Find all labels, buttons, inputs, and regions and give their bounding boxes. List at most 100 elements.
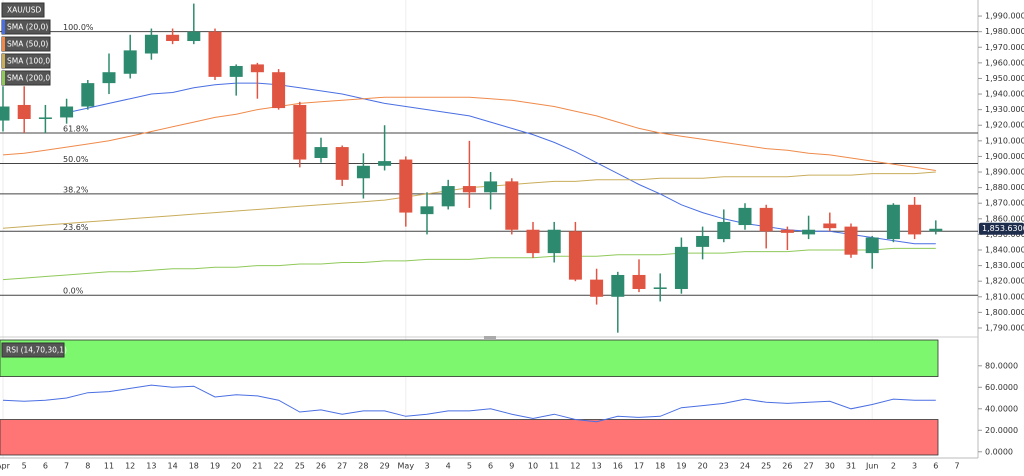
x-tick-label: 12 bbox=[570, 462, 580, 471]
x-tick-label: 8 bbox=[85, 462, 90, 471]
legend-label: SMA (200,0) bbox=[7, 74, 53, 83]
legend-swatch bbox=[2, 37, 5, 51]
y-tick-label: 0.0000 bbox=[985, 447, 1013, 456]
overbought-zone bbox=[0, 339, 939, 377]
legend-label: SMA (50,0) bbox=[7, 40, 48, 49]
x-tick-label: 19 bbox=[210, 462, 220, 471]
candle-body bbox=[908, 204, 922, 235]
candle-body bbox=[60, 106, 74, 118]
legend-item[interactable]: SMA (50,0) bbox=[1, 36, 51, 52]
legend-item[interactable]: SMA (20,0) bbox=[1, 19, 51, 35]
legend-label: XAU/USD bbox=[7, 6, 42, 15]
x-tick-label: 11 bbox=[549, 462, 559, 471]
x-tick-label: 28 bbox=[358, 462, 368, 471]
y-tick-label: 1,960.0000 bbox=[985, 58, 1024, 67]
candle-body bbox=[484, 181, 498, 193]
x-tick-label: 3 bbox=[424, 462, 429, 471]
x-tick-label: 31 bbox=[846, 462, 856, 471]
candle-body bbox=[802, 229, 816, 235]
x-tick-label: 30 bbox=[825, 462, 835, 471]
legend-box bbox=[1, 342, 65, 358]
last-price-box bbox=[979, 222, 1024, 235]
legend-label: RSI (14,70,30,1) bbox=[6, 346, 67, 355]
x-tick-label: 2 bbox=[891, 462, 896, 471]
y-tick-label: 1,810.0000 bbox=[985, 292, 1024, 301]
candle-body bbox=[844, 226, 858, 255]
candle-body bbox=[229, 65, 243, 77]
candle-body bbox=[187, 31, 201, 42]
indicator-line bbox=[2, 384, 936, 423]
candle-body bbox=[293, 104, 307, 160]
last-price-label: 1,853.6300 bbox=[982, 224, 1024, 233]
x-tick-label: Apr bbox=[0, 462, 11, 471]
y-tick-label: 60.0000 bbox=[985, 383, 1018, 392]
fib-label: 0.0% bbox=[63, 287, 84, 296]
x-tick-label: 24 bbox=[740, 462, 750, 471]
candle-body bbox=[166, 34, 180, 42]
x-tick-label: May bbox=[398, 462, 415, 471]
x-tick-label: 5 bbox=[22, 462, 27, 471]
candle-body bbox=[865, 237, 879, 254]
x-tick-label: Jun bbox=[865, 462, 879, 471]
y-tick-label: 1,890.0000 bbox=[985, 168, 1024, 177]
fib-label: 100.0% bbox=[63, 23, 94, 32]
candle-body bbox=[505, 181, 519, 230]
candle-body bbox=[38, 117, 52, 119]
fib-label: 50.0% bbox=[63, 155, 89, 164]
x-tick-label: 14 bbox=[168, 462, 178, 471]
x-tick-label: 3 bbox=[912, 462, 917, 471]
x-tick-label: 27 bbox=[337, 462, 347, 471]
legend-item[interactable]: RSI (14,70,30,1) bbox=[1, 342, 67, 358]
x-tick-label: 25 bbox=[761, 462, 771, 471]
candle-body bbox=[759, 207, 773, 232]
y-tick-label: 1,990.0000 bbox=[985, 12, 1024, 21]
candle-body bbox=[611, 274, 625, 297]
x-tick-label: 12 bbox=[125, 462, 135, 471]
x-tick-label: 4 bbox=[446, 462, 451, 471]
x-tick-label: 25 bbox=[295, 462, 305, 471]
legend-item[interactable]: SMA (100,0) bbox=[1, 53, 53, 69]
candle-body bbox=[780, 229, 794, 233]
legend-label: SMA (100,0) bbox=[7, 57, 53, 66]
x-tick-label: 10 bbox=[528, 462, 538, 471]
y-tick-label: 1,910.0000 bbox=[985, 136, 1024, 145]
x-tick-label: 17 bbox=[634, 462, 644, 471]
x-tick-label: 26 bbox=[316, 462, 326, 471]
legend-box bbox=[1, 2, 45, 18]
candle-body bbox=[441, 186, 455, 207]
candle-body bbox=[632, 274, 646, 289]
candle-body bbox=[0, 106, 10, 121]
candle-body bbox=[102, 72, 116, 84]
y-tick-label: 1,940.0000 bbox=[985, 90, 1024, 99]
candle-body bbox=[717, 221, 731, 240]
x-tick-label: 7 bbox=[64, 462, 69, 471]
last-price-tag: 1,853.6300 bbox=[979, 222, 1024, 235]
legend-swatch bbox=[2, 71, 5, 85]
x-tick-label: 13 bbox=[146, 462, 156, 471]
legend-item[interactable]: XAU/USD bbox=[1, 2, 45, 18]
x-tick-label: 13 bbox=[592, 462, 602, 471]
candle-body bbox=[17, 104, 31, 119]
fib-label: 23.6% bbox=[63, 223, 89, 232]
y-tick-label: 40.0000 bbox=[985, 404, 1018, 413]
x-tick-label: 5 bbox=[467, 462, 472, 471]
panel-handle[interactable] bbox=[484, 336, 496, 339]
candle-body bbox=[378, 161, 392, 166]
y-tick-label: 1,900.0000 bbox=[985, 152, 1024, 161]
y-tick-label: 1,840.0000 bbox=[985, 246, 1024, 255]
x-tick-label: 6 bbox=[488, 462, 493, 471]
candle-body bbox=[356, 165, 370, 179]
x-tick-label: 16 bbox=[613, 462, 623, 471]
y-tick-label: 20.0000 bbox=[985, 426, 1018, 435]
y-tick-label: 1,790.0000 bbox=[985, 323, 1024, 332]
y-tick-label: 1,860.0000 bbox=[985, 214, 1024, 223]
candle-body bbox=[335, 147, 349, 180]
x-tick-label: 11 bbox=[104, 462, 114, 471]
legend-item[interactable]: SMA (200,0) bbox=[1, 70, 53, 86]
x-tick-label: 6 bbox=[43, 462, 48, 471]
y-tick-label: 80.0000 bbox=[985, 361, 1018, 370]
y-tick-label: 1,820.0000 bbox=[985, 277, 1024, 286]
legend-swatch bbox=[2, 20, 5, 34]
y-tick-label: 1,800.0000 bbox=[985, 308, 1024, 317]
